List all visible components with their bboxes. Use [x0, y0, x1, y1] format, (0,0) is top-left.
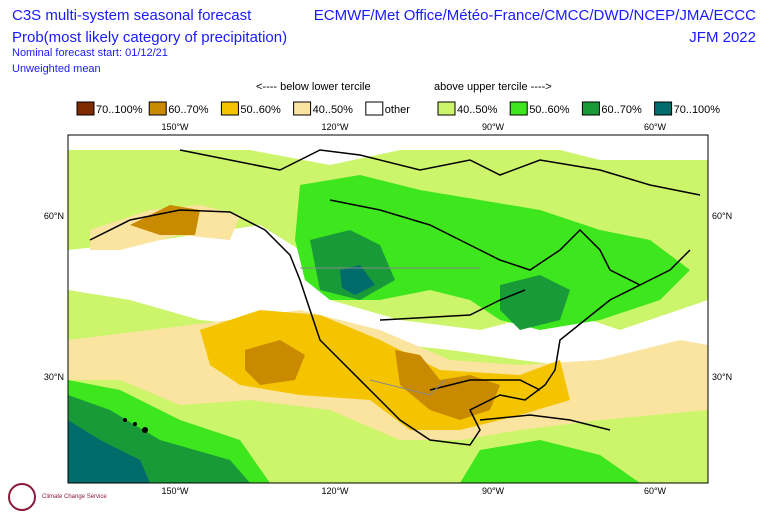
legend-below-label: <---- below lower tercile — [256, 81, 371, 93]
legend-label: 60..70% — [168, 104, 209, 116]
lat-label: 30°N — [712, 372, 732, 382]
map — [67, 134, 709, 484]
legend: 70..100% 60..70% 50..60% 40..50% other 40..50… — [76, 101, 721, 116]
lat-label: 60°N — [44, 211, 64, 221]
legend-label: 50..60% — [529, 104, 570, 116]
note: Nominal forecast start: 01/12/21 — [12, 47, 168, 59]
lat-label: 30°N — [44, 372, 64, 382]
period: JFM 2022 — [689, 29, 756, 46]
axes: 150°W 150°W 120°W 120°W 90°W 90°W 60°W 60°W 60°N… — [44, 122, 732, 496]
legend-label: 60..70% — [601, 104, 642, 116]
legend-label: 40..50% — [313, 104, 354, 116]
lon-label: 60°W — [644, 122, 667, 132]
legend-swatch — [148, 101, 167, 116]
legend-swatch — [293, 101, 312, 116]
header: C3S multi-system seasonal forecast Prob(… — [12, 7, 756, 75]
lon-label: 150°W — [161, 486, 189, 496]
legend-label: 70..100% — [674, 104, 721, 116]
lon-label: 90°W — [482, 486, 505, 496]
logo: Climate Change Service — [8, 483, 107, 511]
note: Unweighted mean — [12, 63, 101, 75]
legend-swatch — [581, 101, 600, 116]
lon-label: 90°W — [482, 122, 505, 132]
title: C3S multi-system seasonal forecast — [12, 7, 252, 24]
legend-swatch — [437, 101, 456, 116]
legend-swatch — [365, 101, 384, 116]
legend-swatch — [76, 101, 95, 116]
legend-swatch — [220, 101, 239, 116]
legend-label: other — [385, 104, 410, 116]
lon-label: 150°W — [161, 122, 189, 132]
legend-swatch — [654, 101, 673, 116]
legend-label: 40..50% — [457, 104, 498, 116]
title-right: ECMWF/Met Office/Météo-France/CMCC/DWD/N… — [314, 7, 756, 24]
legend-label: 50..60% — [240, 104, 281, 116]
lat-label: 60°N — [712, 211, 732, 221]
lon-label: 60°W — [644, 486, 667, 496]
legend-label: 70..100% — [96, 104, 143, 116]
lon-label: 120°W — [321, 486, 349, 496]
legend-above-label: above upper tercile ----> — [434, 81, 552, 93]
lon-label: 120°W — [321, 122, 349, 132]
subtitle: Prob(most likely category of precipitati… — [12, 29, 287, 46]
logo-text: Climate Change Service — [42, 494, 107, 500]
legend-swatch — [509, 101, 528, 116]
